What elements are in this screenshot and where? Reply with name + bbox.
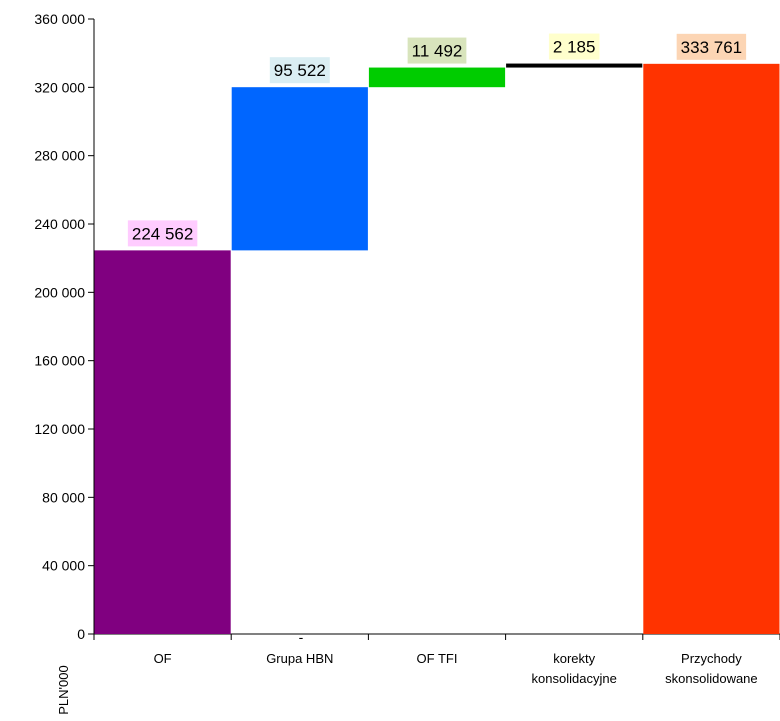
x-category-label: Przychody [681,651,742,666]
x-category-label: OF TFI [417,651,458,666]
x-category-label: OF [154,651,172,666]
y-tick-label: 120 000 [34,421,85,437]
y-tick-label: 200 000 [34,284,85,300]
y-tick-label: 40 000 [42,558,85,574]
x-category-label: Grupa HBN [266,651,333,666]
data-label: 2 185 [553,38,596,57]
bar [94,250,231,635]
y-tick-label: 240 000 [34,216,85,232]
data-label-background [269,57,330,84]
data-labels-group: 224 562 95 522 11 492 2 185 333 761 [127,33,747,247]
y-tick-label: 360 000 [34,11,85,27]
y-tick-label: 80 000 [42,489,85,505]
data-label: 333 761 [681,38,742,57]
y-tick-label: 320 000 [34,79,85,95]
bars-group [94,63,780,635]
data-label: 11 492 [412,42,463,61]
data-label-background [548,33,600,60]
data-label: 95 522 [274,61,326,80]
x-category-label: konsolidacyjne [532,671,617,686]
y-axis-unit-label: PLN'000 [56,665,71,714]
y-tick-label: 280 000 [34,148,85,164]
x-category-label: skonsolidowane [665,671,758,686]
bar [506,63,643,68]
x-category-label: korekty [553,651,595,666]
data-label-background [127,220,198,247]
data-label-background [676,33,747,60]
y-tick-label: 0 [77,626,85,642]
y-axis: 0 40 000 80 000 120 000 160 000 200 000 240 00… [34,11,95,642]
bar [368,67,506,88]
bar [231,87,368,251]
dash-annotation: - [299,629,304,645]
data-label-background [407,37,467,64]
data-label: 224 562 [132,224,193,243]
y-tick-label: 160 000 [34,353,85,369]
x-axis: OF Grupa HBN OF TFI korekty konsolidacyjne Pr… [93,633,780,686]
bar [643,63,780,635]
